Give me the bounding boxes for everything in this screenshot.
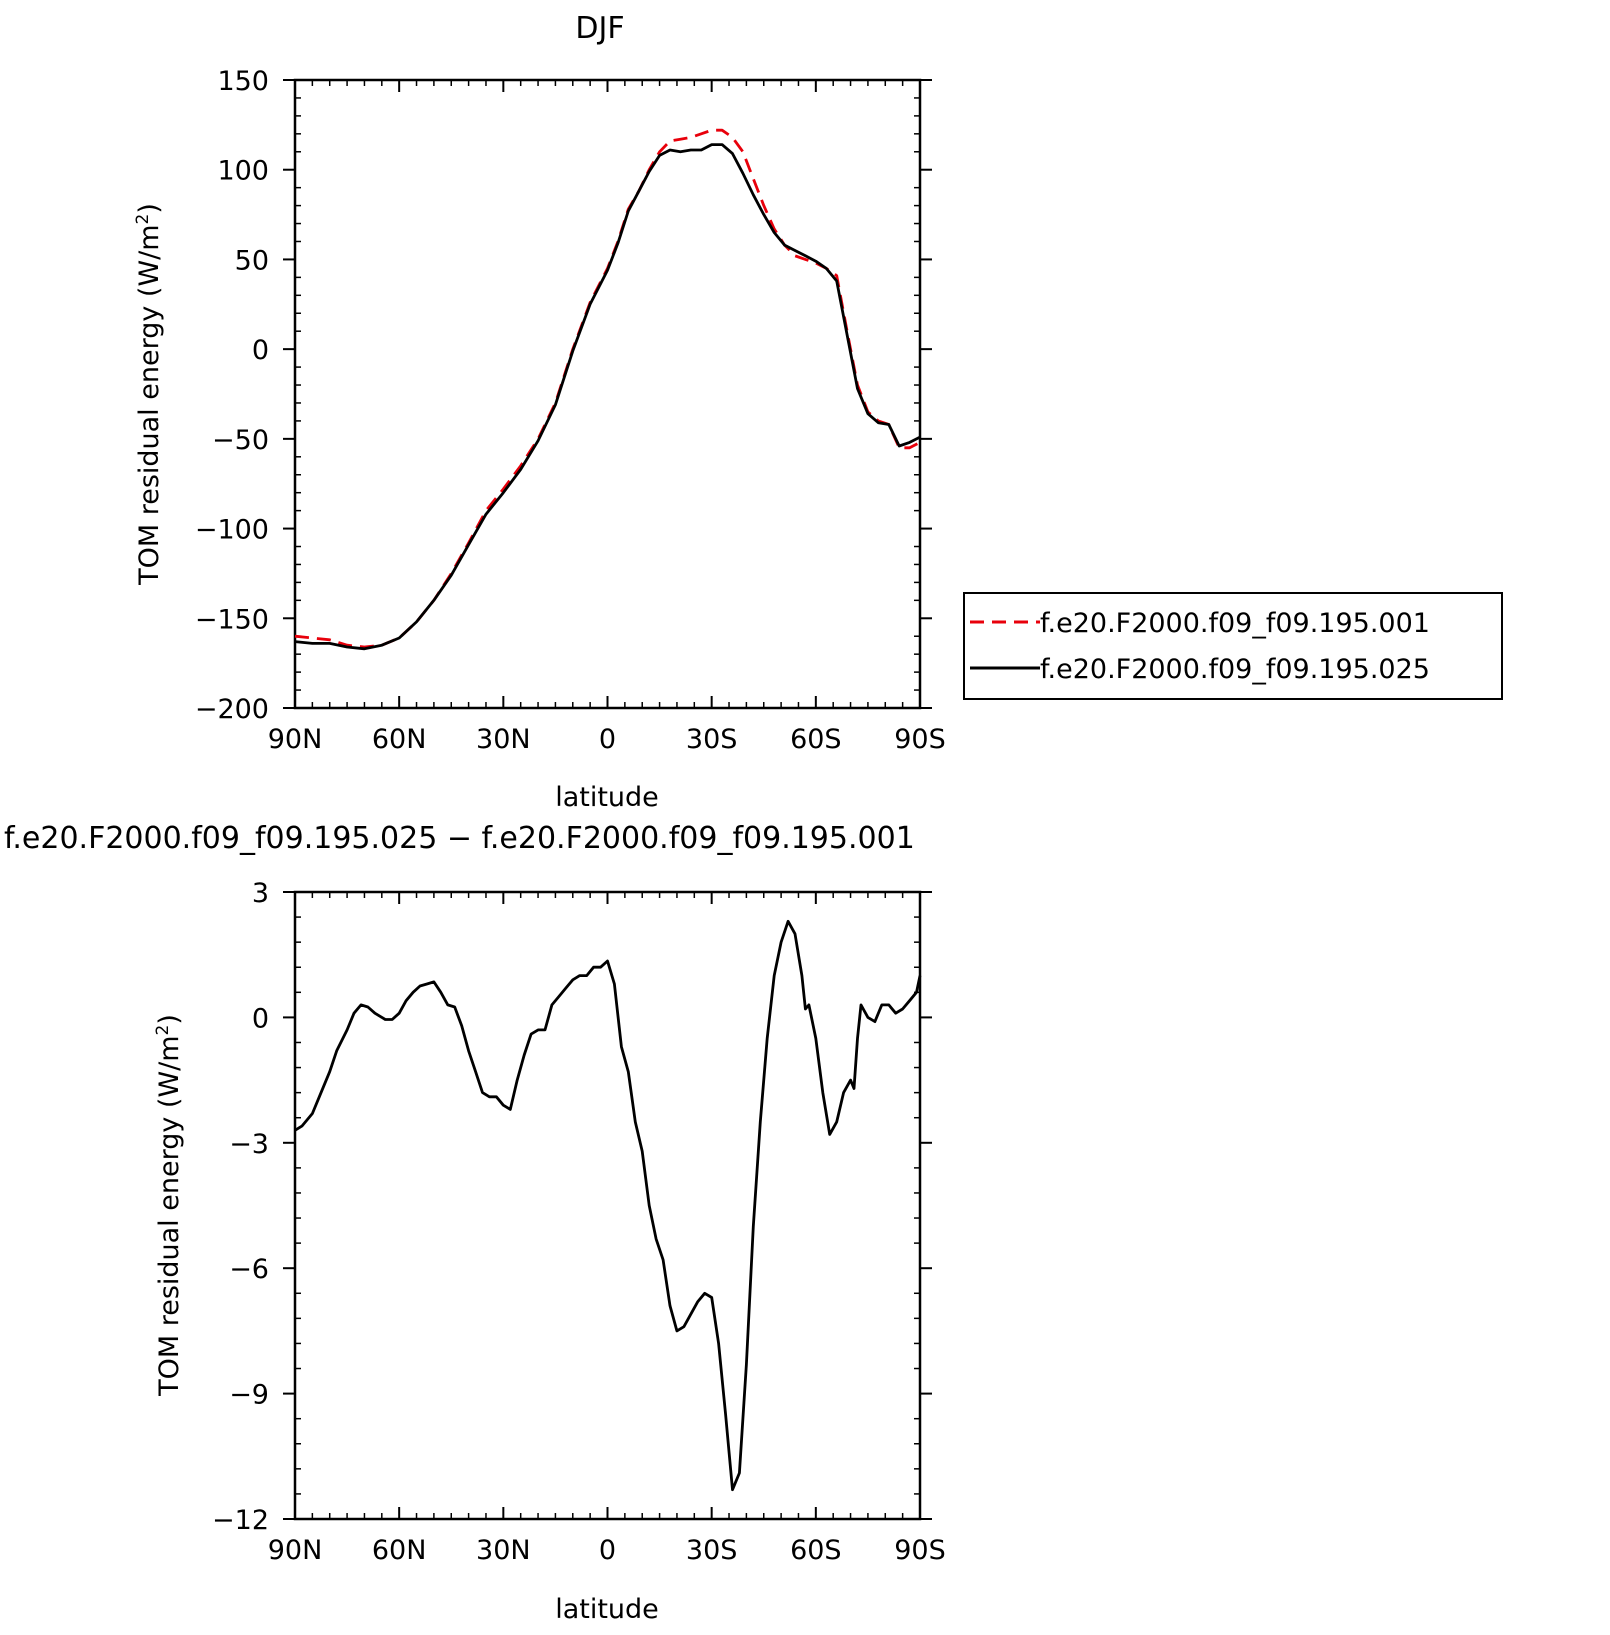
top-chart-title: DJF (575, 11, 624, 46)
legend-box (963, 592, 1503, 700)
top-y-tick-label: −200 (195, 694, 269, 725)
legend-label-025: f.e20.F2000.f09_f09.195.025 (1040, 654, 1430, 685)
top-x-tick-label: 60S (790, 724, 842, 755)
bottom-chart: f.e20.F2000.f09_f09.195.025 − f.e20.F200… (4, 821, 946, 1625)
bottom-x-tick-label: 0 (599, 1535, 616, 1566)
bottom-plot-frame (293, 890, 922, 1521)
bottom-y-tick-label: −12 (212, 1505, 269, 1536)
top-x-tick-label: 30S (686, 724, 738, 755)
top-x-tick-label: 30N (476, 724, 531, 755)
top-axis-ticks: 90N 60N 30N 0 30S 60S 90S 150 100 50 0 −50 −100 −150 −… (195, 66, 946, 755)
top-x-tick-label: 90N (268, 724, 323, 755)
bottom-x-tick-label: 30S (686, 1535, 738, 1566)
bottom-y-axis-title: TOM residual energy (W/m2) (153, 1014, 185, 1397)
top-y-tick-label: −100 (195, 515, 269, 546)
top-series-group (294, 128, 921, 651)
bottom-y-tick-label: −6 (229, 1254, 269, 1285)
top-chart: DJF 90N 60N 30N 0 30S 60S 90S 150 100 50 0 −50 −100 −… (133, 11, 1503, 813)
bottom-x-axis-title: latitude (555, 1594, 659, 1625)
bottom-chart-title: f.e20.F2000.f09_f09.195.025 − f.e20.F200… (4, 821, 915, 856)
bottom-series-group (294, 919, 922, 1492)
top-series-line-0 (294, 128, 921, 649)
top-y-tick-label: 150 (217, 66, 269, 97)
bottom-x-tick-label: 90S (894, 1535, 946, 1566)
bottom-x-tick-label: 90N (268, 1535, 323, 1566)
bottom-y-tick-label: 3 (252, 878, 269, 909)
top-x-axis-title: latitude (555, 782, 659, 813)
top-x-tick-label: 60N (372, 724, 427, 755)
bottom-y-tick-label: 0 (252, 1003, 269, 1034)
bottom-y-tick-label: −9 (229, 1380, 269, 1411)
top-series-line-1 (294, 143, 921, 651)
bottom-x-tick-label: 30N (476, 1535, 531, 1566)
bottom-series-line-0 (294, 919, 922, 1492)
bottom-x-tick-label: 60N (372, 1535, 427, 1566)
top-x-tick-label: 0 (599, 724, 616, 755)
top-x-tick-label: 90S (894, 724, 946, 755)
legend-label-001: f.e20.F2000.f09_f09.195.001 (1040, 608, 1430, 639)
top-y-tick-label: −150 (195, 604, 269, 635)
bottom-axis-ticks: 90N 60N 30N 0 30S 60S 90S 3 0 −3 −6 −9 −12 (212, 878, 946, 1566)
top-y-tick-label: −50 (212, 425, 269, 456)
top-y-tick-label: 0 (252, 335, 269, 366)
top-y-tick-label: 50 (235, 245, 269, 276)
top-y-axis-title: TOM residual energy (W/m2) (133, 203, 165, 586)
top-plot-frame (293, 78, 922, 710)
top-y-tick-label: 100 (217, 156, 269, 187)
top-legend: f.e20.F2000.f09_f09.195.001 f.e20.F2000.… (963, 592, 1503, 700)
bottom-y-tick-label: −3 (229, 1129, 269, 1160)
bottom-x-tick-label: 60S (790, 1535, 842, 1566)
